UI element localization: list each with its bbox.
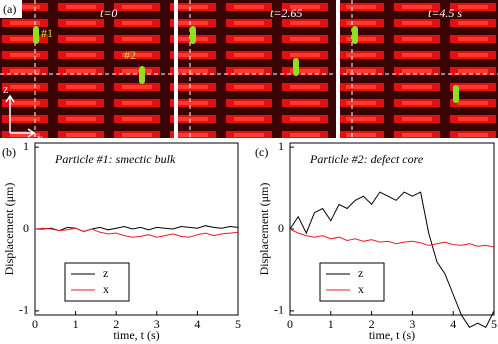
axis-name: z — [3, 82, 8, 96]
y-tick-label: 1 — [23, 139, 29, 153]
data-line — [289, 228, 495, 248]
particle — [352, 26, 358, 44]
y-tick-label: 0 — [23, 221, 29, 235]
y-axis-label: Displacement (μm) — [257, 183, 271, 276]
legend-label: x — [358, 282, 364, 296]
frame — [178, 0, 336, 138]
particle — [139, 66, 145, 84]
axis-arrows — [5, 94, 36, 138]
frame — [340, 0, 498, 138]
label-bg — [0, 0, 22, 18]
legend-label: x — [103, 282, 109, 296]
y-tick-label: 0 — [278, 221, 284, 235]
legend-box — [319, 262, 385, 302]
x-tick-label: 0 — [32, 317, 38, 331]
particle — [190, 26, 196, 44]
data-line — [34, 227, 239, 238]
frame-time: t=0 — [100, 6, 117, 20]
x-tick-label: 2 — [113, 317, 119, 331]
x-tick-label: 1 — [328, 317, 334, 331]
particle-label: #2 — [124, 48, 136, 62]
y-tick-label: 1 — [278, 139, 284, 153]
panel-label: (b) — [2, 145, 16, 159]
x-tick-label: 4 — [194, 317, 200, 331]
y-axis-label: Displacement (μm) — [2, 183, 16, 276]
particle — [293, 58, 299, 76]
data-line — [289, 191, 495, 328]
data-line — [35, 225, 239, 233]
frame-time: t=2.65 — [270, 6, 302, 20]
x-tick-label: 5 — [491, 317, 497, 331]
legend-label: z — [103, 266, 108, 280]
particle — [33, 26, 39, 44]
x-tick-label: 3 — [409, 317, 415, 331]
x-tick-label: 0 — [287, 317, 293, 331]
x-axis-label: time, t (s) — [113, 328, 159, 342]
annotation: Particle #2: defect core — [309, 152, 424, 166]
micrographs: (a) t=0 t=2.65 t=4.5 s #1 #2 z x — [0, 0, 498, 145]
chart: (b) Particle #1: smectic bulk time, t (s) D… — [2, 139, 241, 342]
panel-label: (c) — [255, 145, 268, 159]
x-tick-label: 1 — [73, 317, 79, 331]
chart: (c) Particle #2: defect core time, t (s) Di… — [255, 139, 497, 342]
y-tick-label: -1 — [274, 303, 284, 317]
axis-name: x — [37, 131, 43, 145]
annotation: Particle #1: smectic bulk — [54, 152, 176, 166]
x-tick-label: 2 — [369, 317, 375, 331]
y-tick-label: -1 — [19, 303, 29, 317]
x-axis-label: time, t (s) — [369, 328, 415, 342]
x-tick-label: 3 — [154, 317, 160, 331]
x-tick-label: 4 — [450, 317, 456, 331]
panel-label: (a) — [3, 2, 16, 16]
frame-time: t=4.5 s — [428, 6, 462, 20]
particle-label: #1 — [41, 26, 53, 40]
x-tick-label: 5 — [235, 317, 241, 331]
frame — [0, 0, 174, 138]
legend-box — [64, 262, 130, 302]
particle — [453, 85, 459, 103]
legend-label: z — [358, 266, 363, 280]
